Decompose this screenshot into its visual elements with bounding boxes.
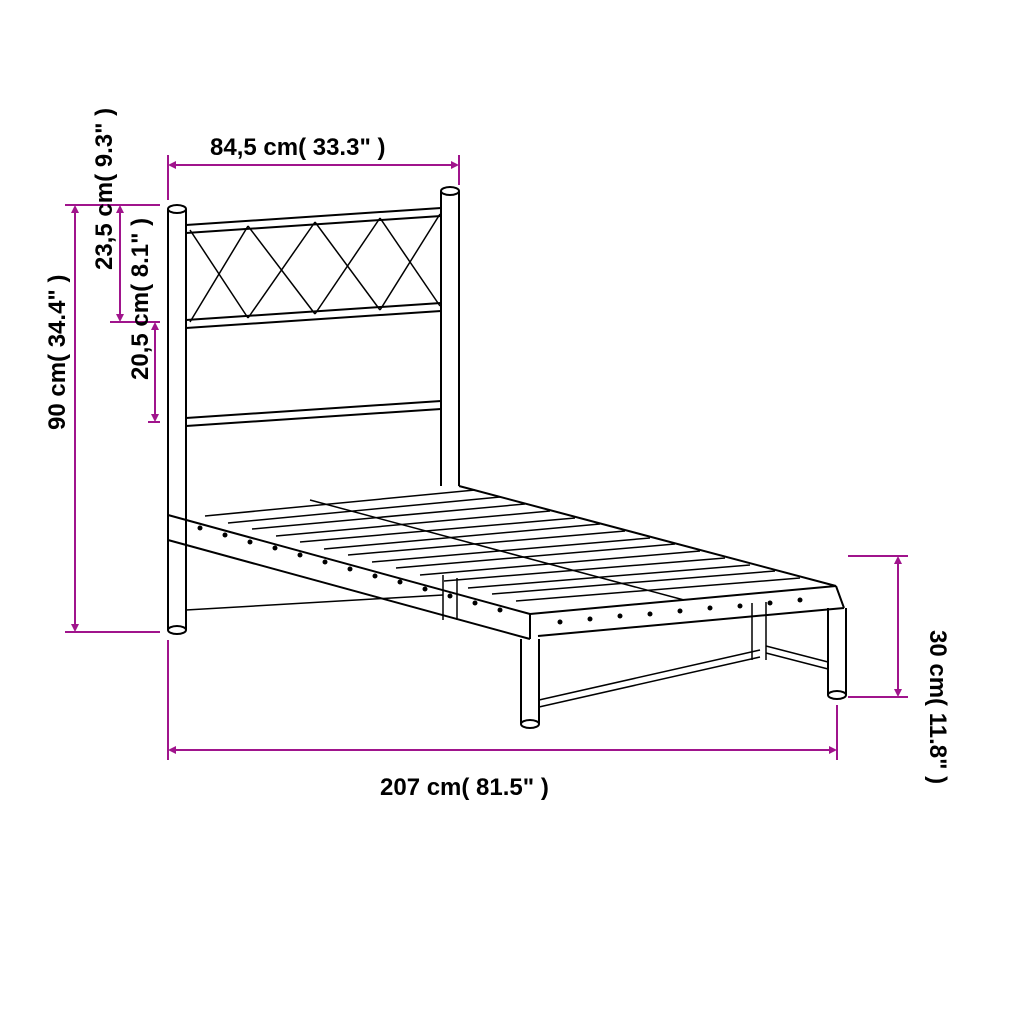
dim-height-mid: 20,5 cm( 8.1" )	[127, 218, 154, 380]
dimension-lines	[65, 155, 908, 760]
dim-width-top: 84,5 cm( 33.3" )	[210, 134, 385, 161]
dim-height-right: 30 cm( 11.8" )	[924, 630, 951, 784]
dim-length: 207 cm( 81.5" )	[380, 774, 549, 801]
bed-frame-drawing	[168, 187, 846, 728]
bed-frame-diagram: 84,5 cm( 33.3" ) 90 cm( 34.4" ) 23,5 cm(…	[0, 0, 1024, 1024]
dim-height-upper: 23,5 cm( 9.3" )	[91, 108, 118, 270]
dim-height-full: 90 cm( 34.4" )	[44, 275, 71, 430]
